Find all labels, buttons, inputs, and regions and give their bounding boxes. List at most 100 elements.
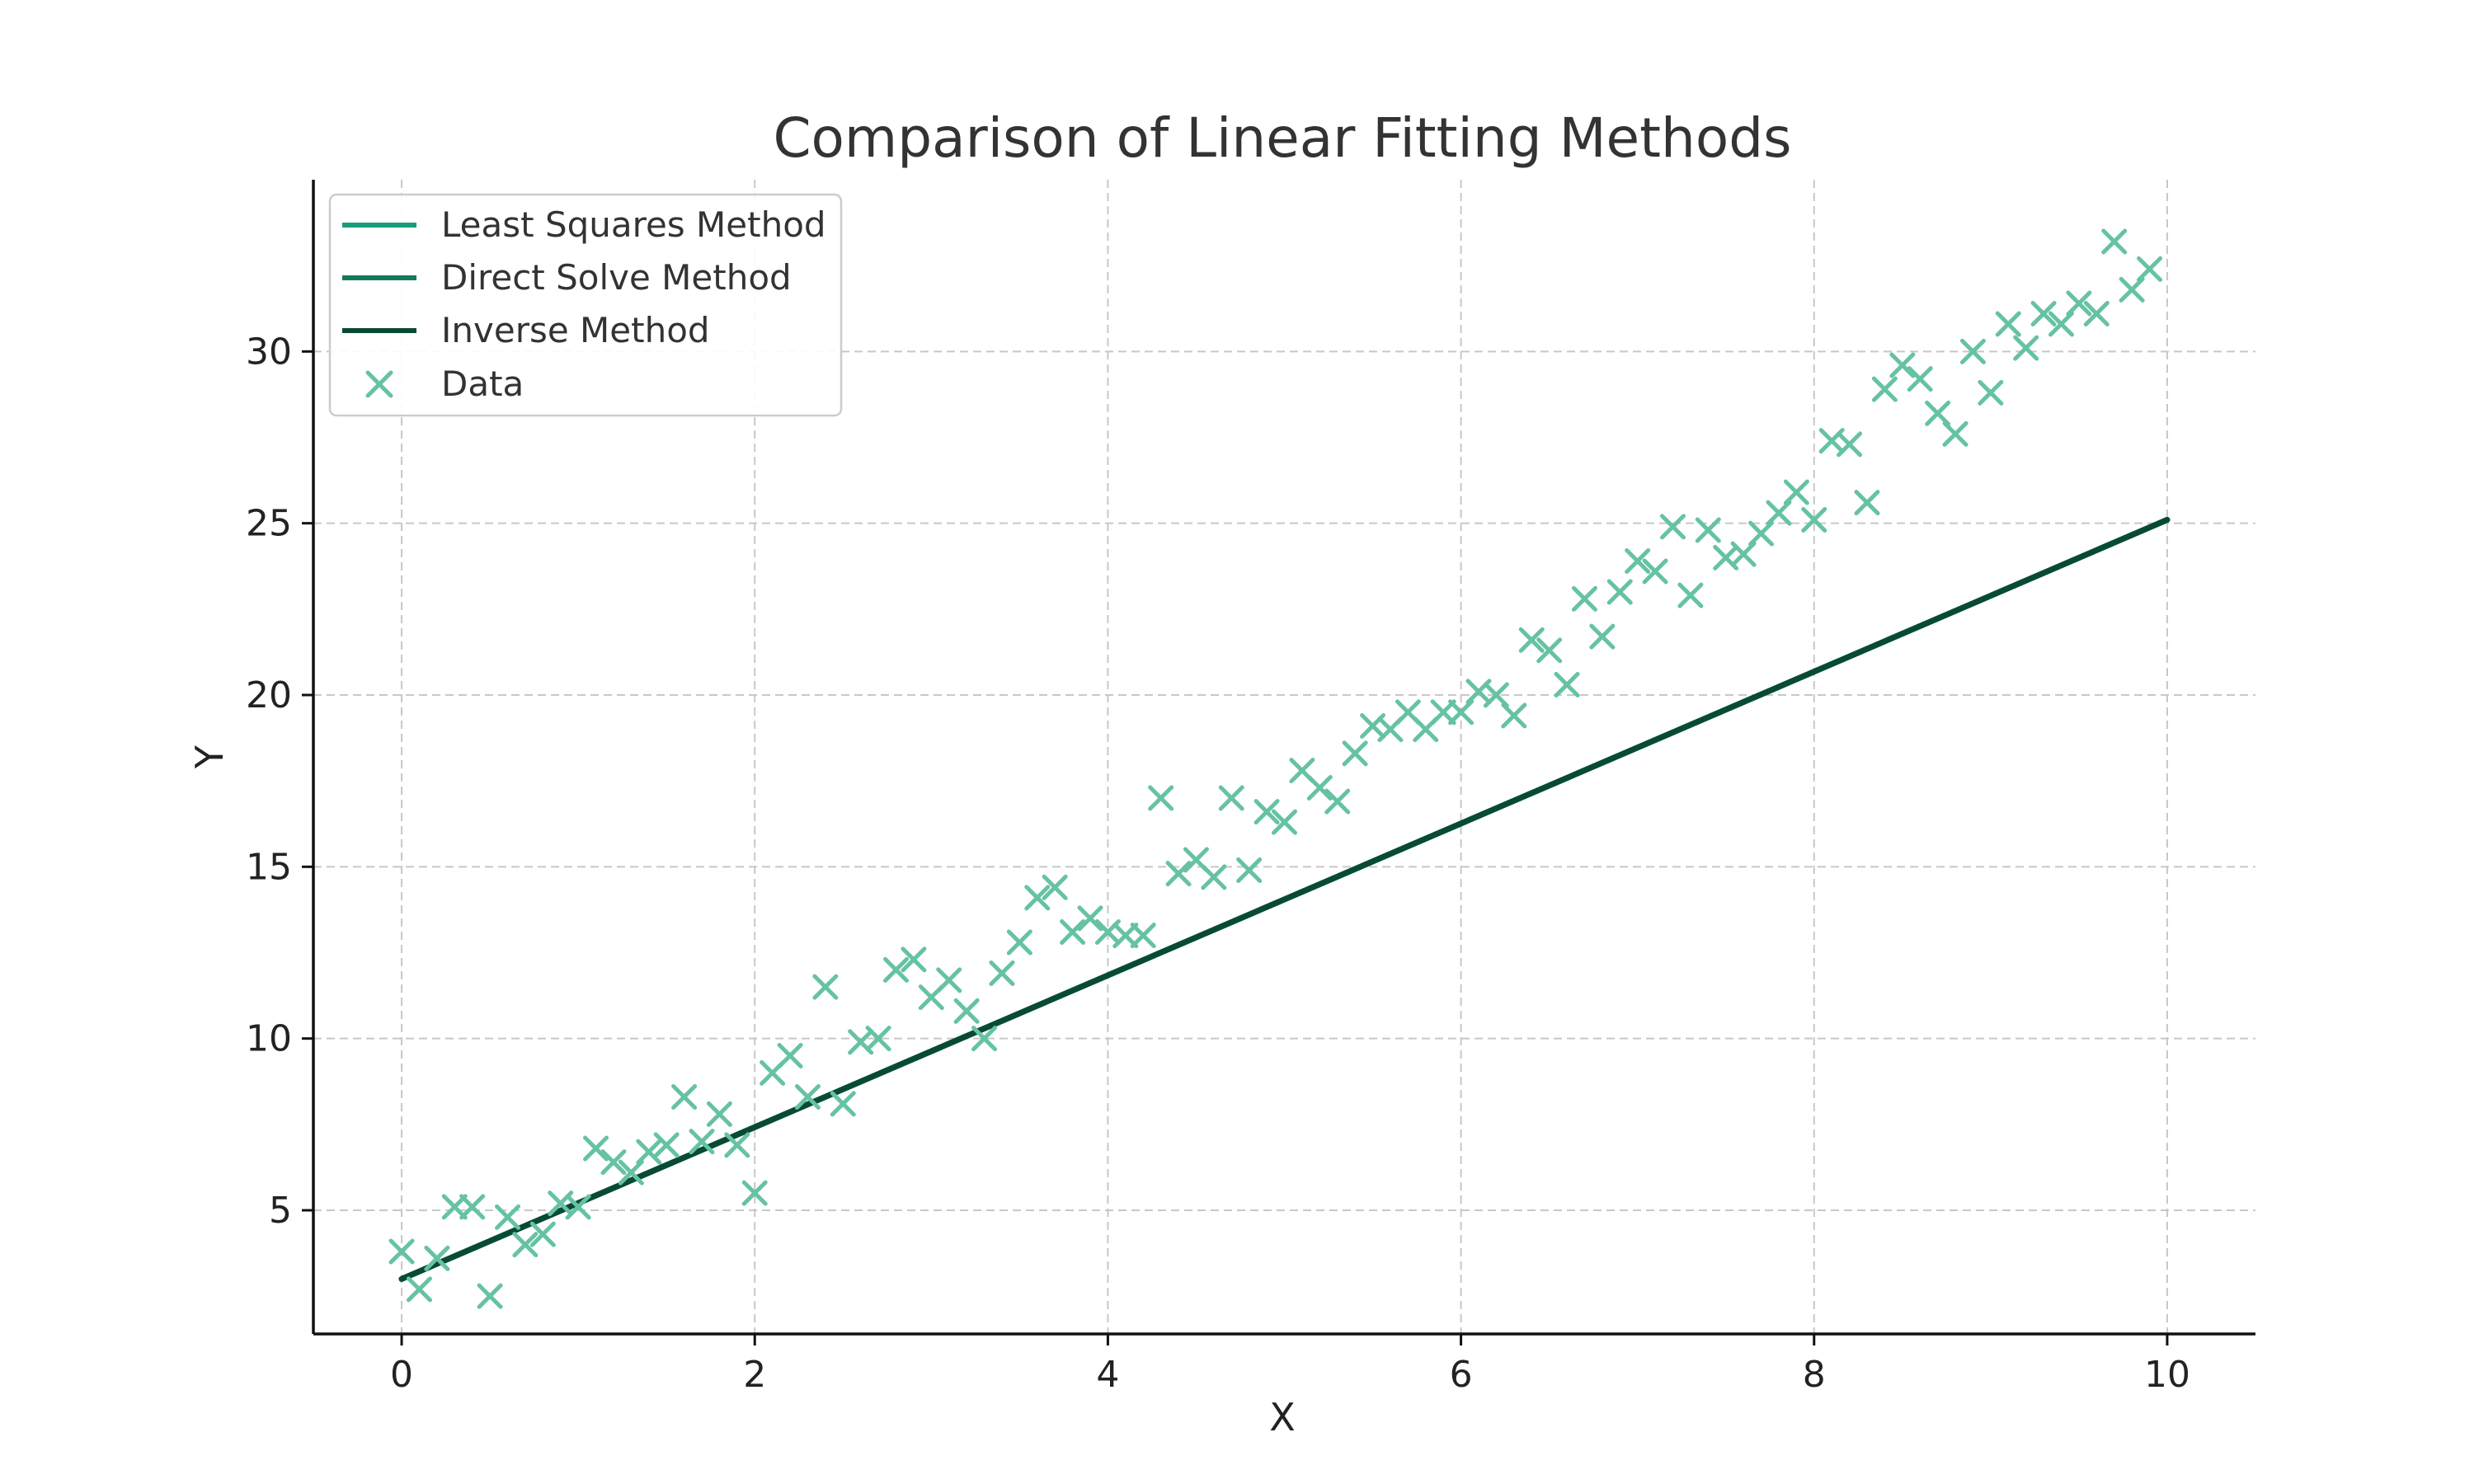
data-point: [1783, 479, 1809, 505]
data-point: [936, 967, 962, 993]
legend-label-inverse: Inverse Method: [441, 310, 710, 350]
data-point: [441, 1194, 468, 1220]
y-axis-label: Y: [187, 744, 232, 769]
data-point-stroke-b: [741, 1180, 768, 1206]
data-point: [1677, 582, 1704, 608]
data-point: [1695, 517, 1721, 543]
data-point-stroke-b: [1236, 857, 1263, 883]
data-point-stroke-b: [529, 1221, 556, 1247]
fit-lines: [398, 517, 2171, 1282]
data-point-stroke-b: [1130, 923, 1156, 949]
data-point-stroke-b: [1942, 420, 1968, 447]
data-point: [1006, 929, 1032, 956]
data-point-stroke-b: [1253, 799, 1280, 825]
data-point: [1642, 558, 1668, 585]
data-point-stroke-b: [1395, 699, 1421, 726]
data-point-stroke-b: [1889, 352, 1916, 378]
data-point-stroke-b: [600, 1149, 627, 1176]
data-point: [2101, 228, 2128, 255]
data-point: [1448, 699, 1475, 726]
x-tick-label: 8: [1803, 1354, 1826, 1396]
data-point: [1854, 490, 1880, 516]
data-point-stroke-b: [2083, 301, 2109, 326]
data-point: [2030, 301, 2057, 326]
data-point: [2137, 256, 2163, 282]
data-point-stroke-b: [953, 998, 980, 1024]
data-point: [1766, 500, 1792, 526]
data-point: [724, 1132, 750, 1158]
y-tick-label: 25: [246, 503, 292, 545]
data-point-stroke-b: [830, 1091, 856, 1117]
fit-line: [398, 517, 2171, 1282]
data-point-stroke-b: [989, 960, 1015, 986]
data-point: [1978, 379, 2004, 406]
data-point: [1801, 507, 1827, 533]
legend: Least Squares Method Direct Solve Method…: [328, 193, 843, 417]
data-point-stroke-b: [1907, 366, 1933, 392]
data-point: [1272, 809, 1297, 835]
data-point-stroke-b: [1006, 929, 1032, 956]
data-point: [1236, 857, 1263, 883]
y-tick-label: 10: [246, 1018, 292, 1060]
data-point: [971, 1026, 998, 1052]
data-point-stroke-b: [1042, 874, 1068, 900]
data-point: [671, 1084, 698, 1110]
data-point: [1201, 864, 1227, 890]
data-point: [618, 1159, 644, 1186]
data-point-stroke-b: [1660, 514, 1686, 540]
data-point-stroke-b: [1289, 758, 1315, 784]
data-point-stroke-b: [1571, 585, 1597, 612]
data-point-stroke-b: [459, 1194, 486, 1220]
data-point: [953, 998, 980, 1024]
data-point: [512, 1232, 539, 1258]
data-point-stroke-b: [1165, 861, 1192, 887]
x-tick-label: 0: [390, 1354, 413, 1396]
data-point-stroke-b: [1430, 699, 1456, 726]
x-tick-label: 6: [1450, 1354, 1473, 1396]
data-point: [495, 1204, 520, 1230]
data-point-stroke-b: [1501, 702, 1527, 729]
y-tick-label: 30: [246, 331, 292, 373]
data-point: [883, 956, 909, 983]
data-point-stroke-b: [495, 1204, 520, 1230]
y-tick-label: 5: [269, 1190, 292, 1232]
legend-box: [328, 193, 843, 417]
data-point: [1077, 905, 1103, 932]
data-point-stroke-b: [848, 1029, 874, 1055]
data-point: [1430, 699, 1456, 726]
data-point: [600, 1149, 627, 1176]
data-point: [1024, 885, 1051, 911]
x-tick-label: 4: [1096, 1354, 1119, 1396]
data-point-stroke-b: [2030, 301, 2057, 326]
data-point-stroke-b: [1201, 864, 1227, 890]
legend-label-data: Data: [441, 364, 524, 404]
data-point: [1889, 352, 1916, 378]
data-point: [1342, 740, 1368, 767]
data-point: [812, 974, 839, 1000]
data-point: [653, 1132, 680, 1158]
data-point: [1748, 520, 1775, 547]
data-point: [741, 1180, 768, 1206]
data-point: [2066, 290, 2092, 317]
data-point: [388, 1238, 415, 1265]
data-point-stroke-b: [1272, 809, 1297, 835]
data-point-stroke-b: [653, 1132, 680, 1158]
data-point-stroke-b: [1536, 637, 1563, 664]
data-point-stroke-b: [1854, 490, 1880, 516]
data-point-stroke-b: [1183, 847, 1209, 873]
data-point: [2048, 311, 2074, 337]
data-point-stroke-b: [1730, 541, 1757, 567]
data-point: [1554, 672, 1580, 697]
data-point: [1995, 311, 2021, 337]
data-point-stroke-b: [1677, 582, 1704, 608]
data-point-stroke-b: [1306, 775, 1333, 801]
data-point-stroke-b: [1077, 905, 1103, 932]
data-point-stroke-b: [1606, 579, 1633, 605]
data-point: [1660, 514, 1686, 540]
x-tick-label: 2: [743, 1354, 766, 1396]
data-point-stroke-b: [1218, 785, 1244, 811]
data-point-stroke-b: [689, 1129, 715, 1155]
data-point-stroke-b: [406, 1276, 432, 1303]
data-point: [1606, 579, 1633, 605]
